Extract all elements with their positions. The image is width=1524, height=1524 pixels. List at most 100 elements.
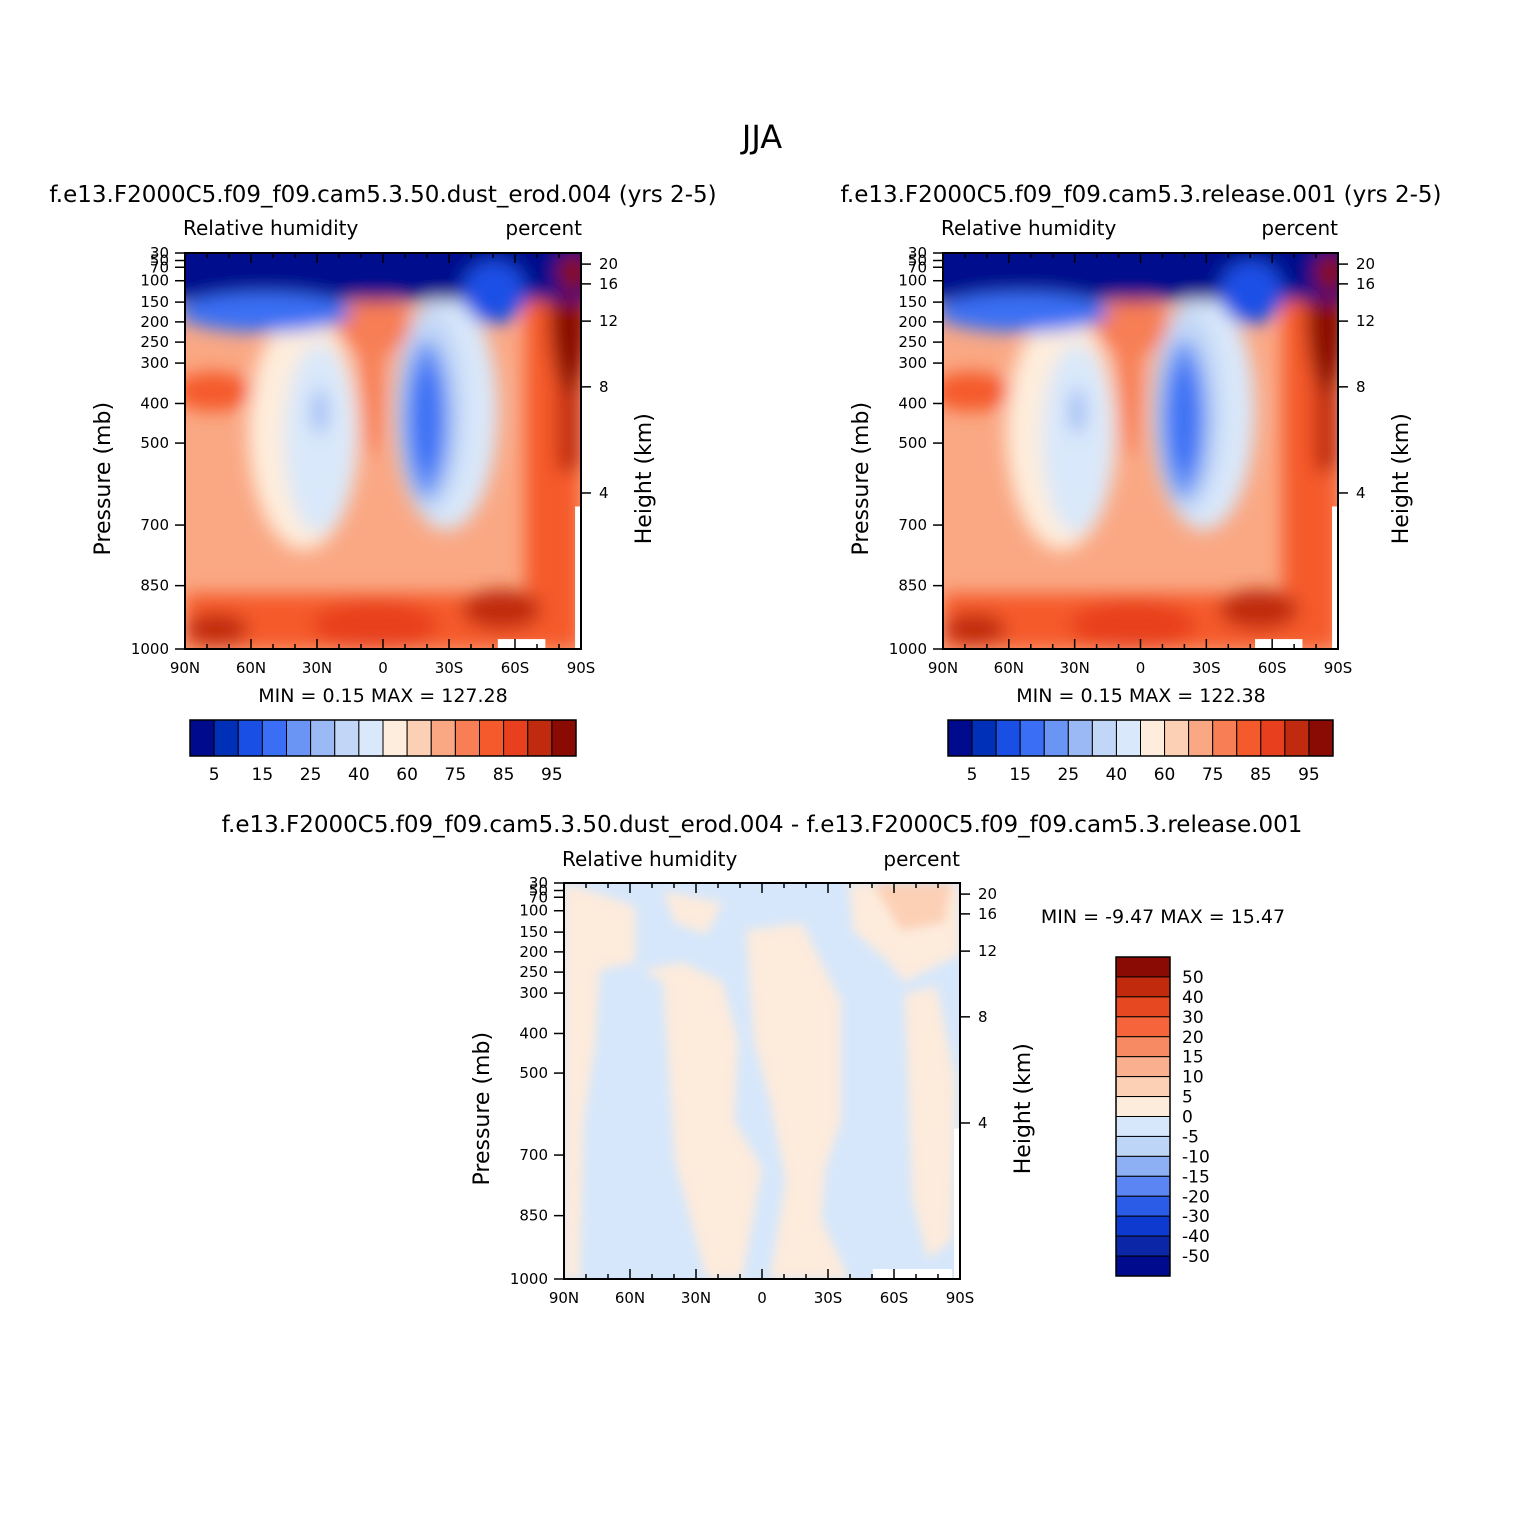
contour-nh-upper-dry [943, 292, 1109, 333]
contour-nh-dry [1041, 344, 1113, 535]
colorbar-swatch [1115, 1076, 1171, 1098]
y-tick-label: 150 [898, 293, 927, 311]
colorbar-swatch [1115, 1116, 1171, 1137]
x-tick-label: 90N [170, 659, 200, 677]
colorbar-label: 15 [1182, 1048, 1204, 1068]
colorbar-swatch [1115, 1195, 1171, 1217]
colorbar-label: 40 [1182, 988, 1204, 1008]
y-tick-label: 400 [140, 394, 169, 412]
contour-positive-nh [564, 883, 636, 1279]
contour-field [564, 883, 960, 1279]
y-tick-label: 500 [898, 434, 927, 452]
x-tick-label: 60S [880, 1289, 909, 1307]
contour-bl-nh [943, 613, 1007, 646]
y-tick-label: 1000 [131, 640, 169, 658]
colorbar-swatch [1236, 719, 1262, 757]
colorbar-swatch [1091, 719, 1117, 757]
colorbar: 5 15 25 40 60 75 85 95 [947, 719, 1334, 785]
contour-nh-dry [284, 344, 356, 535]
x-tick-label: 60N [994, 659, 1024, 677]
y-tick-label: 700 [898, 516, 927, 534]
colorbar-label: 10 [1182, 1068, 1204, 1088]
colorbar-swatch [358, 719, 384, 757]
contour-sh-dry-core [1170, 363, 1198, 475]
y-axis-title: Pressure (mb) [91, 402, 116, 555]
y-tick-label: 200 [140, 313, 169, 331]
x-tick-label: 30N [681, 1289, 711, 1307]
colorbar-swatch [1115, 1235, 1171, 1257]
y-right-tick-label: 16 [1356, 275, 1375, 293]
contour-strat-core [185, 253, 463, 301]
contour-positive-upper [663, 890, 723, 935]
figure-title: JJA [740, 118, 782, 156]
colorbar-swatch [1115, 1036, 1171, 1058]
contour-positive-sh [904, 985, 957, 1260]
colorbar-swatch [189, 719, 215, 757]
colorbar-swatch [479, 719, 505, 757]
colorbar-swatch [1043, 719, 1069, 757]
y-tick-label: 850 [140, 577, 169, 595]
colorbar-swatch [1115, 1215, 1171, 1237]
y-tick-label: 700 [140, 516, 169, 534]
units-label: percent [1261, 216, 1338, 240]
field-label: Relative humidity [562, 847, 737, 871]
x-tick-label: 0 [1136, 659, 1146, 677]
colorbar-swatch [1115, 1175, 1171, 1197]
colorbar-label: 60 [1154, 765, 1176, 785]
contour-sh-upper-dry [1219, 260, 1283, 325]
colorbar-swatch [1212, 719, 1238, 757]
colorbar-swatch [551, 719, 577, 757]
y-tick-label: 70 [529, 888, 548, 906]
contour-sh-strat-moist [1314, 253, 1338, 293]
panel-dust-erod: f.e13.F2000C5.f09_f09.cam5.3.50.dust_ero… [49, 182, 716, 785]
y-tick-label: 70 [908, 258, 927, 276]
colorbar-swatch [1260, 719, 1286, 757]
x-tick-label: 0 [757, 1289, 767, 1307]
colorbar-label: 5 [1182, 1088, 1193, 1108]
colorbar-swatch [1284, 719, 1310, 757]
y-tick-label: 30 [150, 244, 169, 262]
y-tick-label: 250 [140, 333, 169, 351]
contour-positive-sh-max [872, 883, 953, 931]
colorbar-label: 5 [967, 765, 978, 785]
y-tick-label: 850 [898, 577, 927, 595]
colorbar-swatch [1115, 1056, 1171, 1078]
y-right-tick-label: 12 [978, 942, 997, 960]
y-tick-label: 70 [150, 258, 169, 276]
contour-field [185, 253, 581, 649]
y-right-tick-label: 20 [978, 885, 997, 903]
colorbar-swatch [1019, 719, 1045, 757]
colorbar-swatch [1115, 996, 1171, 1018]
units-label: percent [883, 847, 960, 871]
colorbar-label: 20 [1182, 1028, 1204, 1048]
colorbar-label: 85 [1250, 765, 1272, 785]
y-tick-label: 100 [898, 272, 927, 290]
y-tick-label: 50 [150, 252, 169, 270]
colorbar-swatch [310, 719, 336, 757]
colorbar-label: 15 [1009, 765, 1031, 785]
x-tick-label: 0 [378, 659, 388, 677]
missing-data [954, 1128, 960, 1279]
missing-data [497, 639, 546, 649]
y-tick-label: 300 [140, 354, 169, 372]
colorbar-swatch [1067, 719, 1093, 757]
y-tick-label: 400 [898, 394, 927, 412]
colorbar-swatch [334, 719, 360, 757]
colorbar-label: 75 [445, 765, 467, 785]
panel-difference: f.e13.F2000C5.f09_f09.cam5.3.50.dust_ero… [222, 812, 1303, 1307]
colorbar-swatch [213, 719, 239, 757]
colorbar-label: -10 [1182, 1147, 1210, 1167]
colorbar-label: 95 [541, 765, 563, 785]
contour-bl-tropics [1069, 601, 1196, 649]
contour-bl-sh [1219, 589, 1299, 630]
y-tick-label: 700 [519, 1146, 548, 1164]
colorbar-swatch [1115, 1155, 1171, 1177]
colorbar-label: 85 [493, 765, 515, 785]
y-right-tick-label: 4 [978, 1114, 988, 1132]
colorbar-label: -30 [1182, 1207, 1210, 1227]
y-tick-label: 30 [529, 874, 548, 892]
colorbar-label: -20 [1182, 1187, 1210, 1207]
